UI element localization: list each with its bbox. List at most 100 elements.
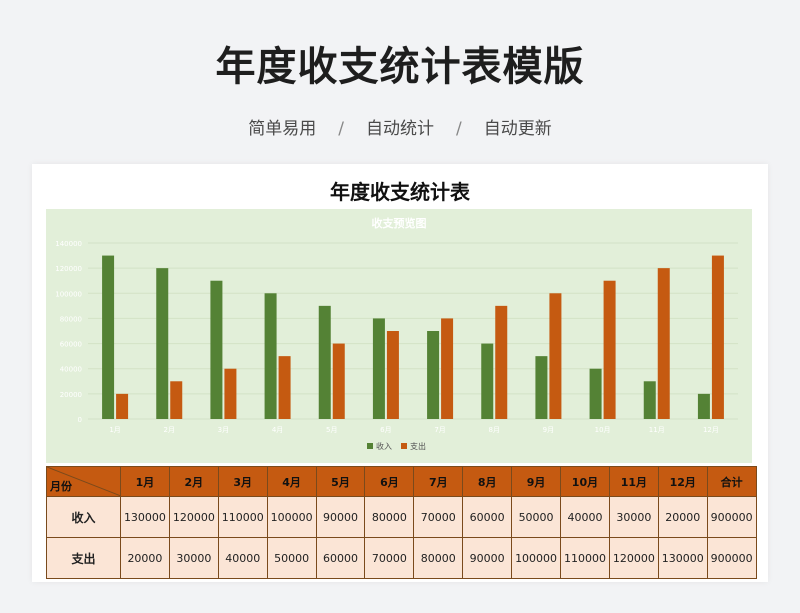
tag-auto-update: 自动更新 <box>483 119 552 139</box>
table-cell[interactable]: 70000 <box>364 537 415 579</box>
bar-income <box>589 368 602 419</box>
tag-separator: / <box>338 119 344 139</box>
table-cell[interactable]: 30000 <box>168 537 219 579</box>
month-axis-label: 月份 <box>50 480 72 493</box>
y-tick-label: 40000 <box>60 366 82 374</box>
table-cell[interactable]: 20000 <box>120 537 170 579</box>
column-header-total[interactable]: 合计 <box>706 466 757 497</box>
table-cell[interactable]: 50000 <box>511 496 562 538</box>
table-cell[interactable]: 110000 <box>217 496 268 538</box>
table-cell[interactable]: 90000 <box>462 537 513 579</box>
bar-income <box>210 280 223 419</box>
table-cell[interactable]: 110000 <box>560 537 610 579</box>
table-cell[interactable]: 130000 <box>120 496 170 538</box>
table-cell[interactable]: 130000 <box>657 537 708 579</box>
bar-income <box>643 381 656 419</box>
row-label[interactable]: 支出 <box>46 537 121 579</box>
bar-income <box>697 393 710 419</box>
bar-expense <box>332 343 345 419</box>
bar-income <box>427 331 440 419</box>
bar-expense <box>495 305 508 419</box>
bar-expense <box>657 268 670 419</box>
spreadsheet-card: 年度收支统计表 收支预览图 0 20000 40000 60000 80000 100000… <box>32 164 768 582</box>
bar-income <box>535 356 548 419</box>
bar-expense <box>116 393 129 419</box>
x-tick-label: 8月 <box>489 426 500 434</box>
row-label[interactable]: 收入 <box>46 496 121 538</box>
x-tick-label: 7月 <box>434 426 445 434</box>
table-cell[interactable]: 120000 <box>168 496 219 538</box>
y-tick-label: 100000 <box>55 290 82 298</box>
x-tick-label: 12月 <box>703 426 719 434</box>
bar-expense <box>224 368 237 419</box>
x-tick-label: 1月 <box>109 426 120 434</box>
bar-income <box>372 318 385 419</box>
x-tick-label: 4月 <box>272 426 283 434</box>
tag-separator: / <box>456 119 462 139</box>
page-title: 年度收支统计表模版 <box>215 44 585 90</box>
table-cell[interactable]: 900000 <box>706 496 757 538</box>
table-cell[interactable]: 90000 <box>315 496 366 538</box>
table-cell[interactable]: 80000 <box>364 496 415 538</box>
y-tick-label: 140000 <box>55 240 82 248</box>
row-income: 收入 130000 120000 110000 100000 90000 80000 7000… <box>46 496 757 538</box>
legend-swatch <box>401 443 407 449</box>
table-cell[interactable]: 70000 <box>413 496 464 538</box>
column-header-month[interactable]: 5月 <box>315 466 366 497</box>
y-tick-label: 20000 <box>60 391 82 399</box>
bar-income <box>102 255 115 419</box>
column-header-month[interactable]: 6月 <box>364 466 415 497</box>
bar-expense <box>386 331 399 419</box>
column-header-month[interactable]: 3月 <box>217 466 268 497</box>
table-cell[interactable]: 60000 <box>315 537 366 579</box>
x-tick-label: 3月 <box>218 426 229 434</box>
column-header-month[interactable]: 11月 <box>608 466 659 497</box>
table-cell[interactable]: 40000 <box>217 537 268 579</box>
legend-label: 支出 <box>410 441 426 451</box>
income-expense-chart[interactable]: 收支预览图 0 20000 40000 60000 80000 100000 120000 14… <box>46 209 752 463</box>
table-cell[interactable]: 100000 <box>511 537 562 579</box>
sheet-title: 年度收支统计表 <box>330 180 470 204</box>
data-table-wrapper: 月份 1月 2月 3月 4月 5月 6月 7月 8月 9月 10月 11月 12月 合计 收入 130000… <box>46 466 757 579</box>
tag-easy-to-use: 简单易用 <box>248 119 317 139</box>
column-header-month[interactable]: 10月 <box>560 466 610 497</box>
legend-swatch <box>367 443 373 449</box>
table-cell[interactable]: 60000 <box>462 496 513 538</box>
column-header-month[interactable]: 2月 <box>168 466 219 497</box>
bar-expense <box>441 318 454 419</box>
table-cell[interactable]: 80000 <box>413 537 464 579</box>
table-cell[interactable]: 50000 <box>266 537 317 579</box>
x-tick-label: 5月 <box>326 426 337 434</box>
x-tick-label: 2月 <box>164 426 175 434</box>
chart-title: 收支预览图 <box>372 216 427 230</box>
column-header-month[interactable]: 12月 <box>657 466 708 497</box>
y-tick-label: 120000 <box>55 265 82 273</box>
table-cell[interactable]: 900000 <box>706 537 757 579</box>
bar-income <box>318 305 331 419</box>
bar-income <box>481 343 494 419</box>
column-header-month[interactable]: 8月 <box>462 466 513 497</box>
column-header-month[interactable]: 9月 <box>511 466 562 497</box>
bar-expense <box>278 356 291 419</box>
diagonal-line <box>47 467 120 496</box>
column-header-month[interactable]: 7月 <box>413 466 464 497</box>
bar-expense <box>170 381 183 419</box>
legend-label: 收入 <box>376 441 392 451</box>
table-cell[interactable]: 30000 <box>608 496 659 538</box>
feature-tags: 简单易用 / 自动统计 / 自动更新 <box>0 114 800 139</box>
table-cell[interactable]: 120000 <box>608 537 659 579</box>
table-cell[interactable]: 20000 <box>657 496 708 538</box>
table-corner-cell: 月份 <box>46 466 121 497</box>
bar-income <box>264 293 277 419</box>
x-tick-label: 6月 <box>380 426 391 434</box>
column-header-month[interactable]: 1月 <box>120 466 170 497</box>
bar-expense <box>603 280 616 419</box>
y-tick-label: 0 <box>78 416 82 424</box>
chart-canvas: 收支预览图 0 20000 40000 60000 80000 100000 120000 14… <box>55 216 738 451</box>
tag-auto-stats: 自动统计 <box>366 119 434 139</box>
x-tick-label: 10月 <box>595 426 611 434</box>
column-header-month[interactable]: 4月 <box>266 466 317 497</box>
table-cell[interactable]: 40000 <box>560 496 610 538</box>
y-tick-label: 80000 <box>60 315 82 323</box>
table-cell[interactable]: 100000 <box>266 496 317 538</box>
